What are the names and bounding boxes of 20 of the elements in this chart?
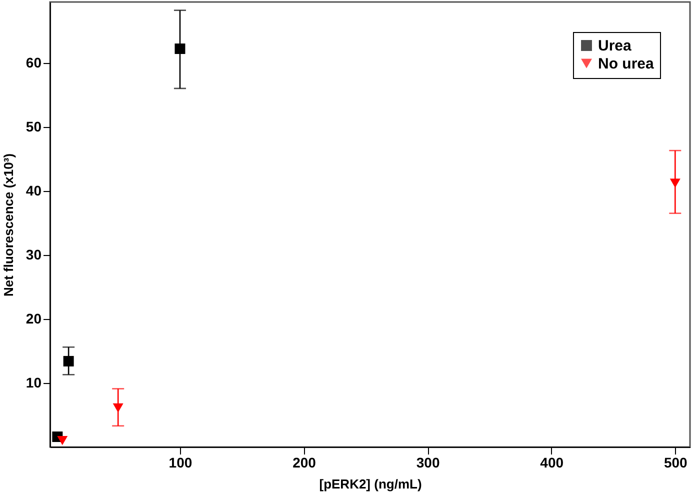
- y-tick-label: 10: [26, 374, 42, 390]
- point: [670, 178, 680, 188]
- y-tick-label: 30: [26, 246, 42, 262]
- y-axis-title: Net fluorescence (x10³): [0, 153, 16, 297]
- x-tick-label: 300: [416, 454, 440, 470]
- x-tick-label: 200: [292, 454, 316, 470]
- y-tick-label: 20: [26, 310, 42, 326]
- point: [63, 356, 74, 366]
- x-tick-label: 500: [664, 454, 688, 470]
- x-tick-label: 100: [168, 454, 192, 470]
- x-tick-label: 400: [540, 454, 564, 470]
- y-tick-label: 40: [26, 182, 42, 198]
- legend-label: No urea: [598, 56, 655, 72]
- point: [174, 43, 186, 54]
- point: [112, 403, 124, 412]
- legend-label: Urea: [598, 38, 632, 54]
- x-axis-title: [pERK2] (ng/mL): [319, 476, 422, 492]
- y-tick-label: 50: [26, 118, 42, 134]
- y-tick-label: 60: [26, 54, 42, 70]
- point: [57, 436, 68, 446]
